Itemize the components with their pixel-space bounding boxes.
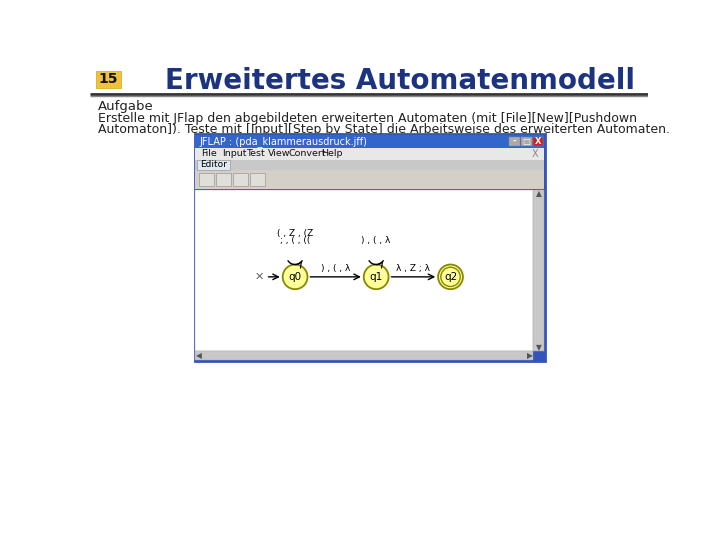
Text: -: - <box>513 137 516 146</box>
Text: X: X <box>532 148 539 159</box>
Text: q2: q2 <box>444 272 457 282</box>
Text: File: File <box>201 149 217 158</box>
Text: ▼: ▼ <box>536 343 541 352</box>
Text: Editor: Editor <box>199 160 227 170</box>
Circle shape <box>364 265 389 289</box>
FancyBboxPatch shape <box>195 148 544 159</box>
FancyBboxPatch shape <box>233 173 248 186</box>
Text: Erweitertes Automatenmodell: Erweitertes Automatenmodell <box>165 67 635 95</box>
FancyBboxPatch shape <box>195 135 544 148</box>
FancyBboxPatch shape <box>533 137 544 146</box>
FancyBboxPatch shape <box>534 190 544 351</box>
Text: ▲: ▲ <box>536 189 541 198</box>
FancyBboxPatch shape <box>250 173 265 186</box>
Text: ) , ( , λ: ) , ( , λ <box>321 264 351 273</box>
FancyBboxPatch shape <box>509 137 520 146</box>
Text: ▶: ▶ <box>526 352 532 360</box>
FancyBboxPatch shape <box>195 159 544 170</box>
FancyBboxPatch shape <box>194 134 545 361</box>
Circle shape <box>283 265 307 289</box>
Text: X: X <box>535 137 541 146</box>
Text: Test: Test <box>246 149 265 158</box>
Text: ) , ( , λ: ) , ( , λ <box>361 237 391 245</box>
Text: 15: 15 <box>99 72 118 86</box>
FancyBboxPatch shape <box>195 190 534 351</box>
FancyBboxPatch shape <box>521 137 532 146</box>
FancyBboxPatch shape <box>195 351 534 361</box>
Text: Convert: Convert <box>289 149 326 158</box>
Text: Erstelle mit JFlap den abgebildeten erweiterten Automaten (mit [File][New][Pushd: Erstelle mit JFlap den abgebildeten erwe… <box>98 112 636 125</box>
Text: JFLAP : (pda_klammerausdruck.jff): JFLAP : (pda_klammerausdruck.jff) <box>199 136 367 147</box>
Text: Input: Input <box>222 149 246 158</box>
FancyBboxPatch shape <box>215 173 231 186</box>
Text: q0: q0 <box>289 272 302 282</box>
Text: View: View <box>267 149 290 158</box>
Text: ✕: ✕ <box>255 272 264 282</box>
Text: □: □ <box>523 137 530 146</box>
Text: q1: q1 <box>369 272 383 282</box>
FancyBboxPatch shape <box>199 173 214 186</box>
FancyBboxPatch shape <box>96 71 121 88</box>
Text: Aufgabe: Aufgabe <box>98 100 153 113</box>
FancyBboxPatch shape <box>195 170 544 189</box>
FancyBboxPatch shape <box>197 160 230 170</box>
Text: Automaton]). Teste mit [Input][Step by State] die Arbeitsweise des erweiterten A: Automaton]). Teste mit [Input][Step by S… <box>98 123 670 136</box>
Text: λ , Z ; λ: λ , Z ; λ <box>396 264 431 273</box>
Text: ◀: ◀ <box>197 352 202 360</box>
Text: ( , Z , (Z: ( , Z , (Z <box>277 230 313 238</box>
Text: ; , ( , ((: ; , ( , (( <box>280 237 310 245</box>
Circle shape <box>438 265 463 289</box>
Text: Help: Help <box>321 149 343 158</box>
